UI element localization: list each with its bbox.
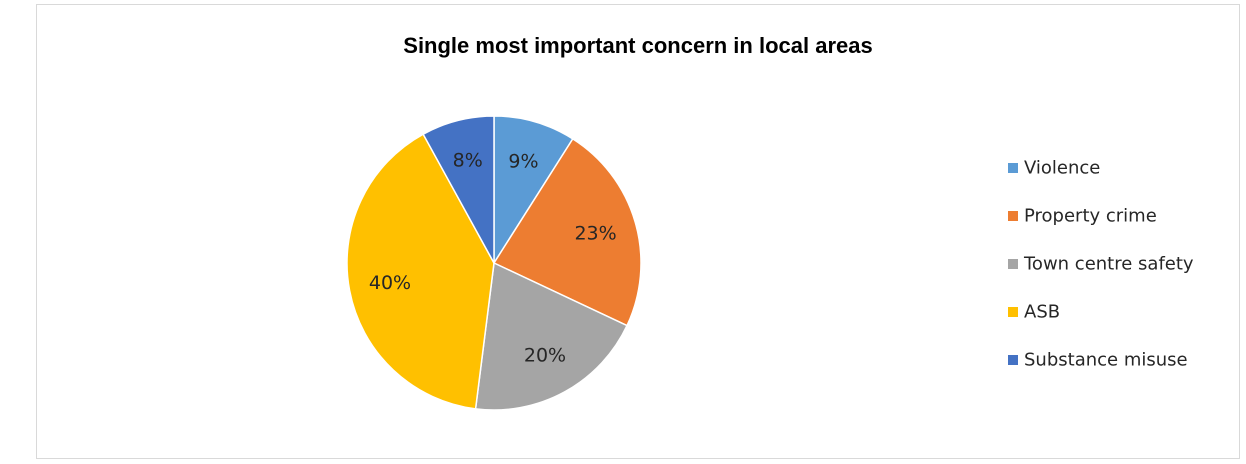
legend-label-property-crime: Property crime	[1024, 206, 1157, 227]
pie-data-labels: 9% 23% 20% 40% 8%	[369, 150, 617, 367]
legend-item-property-crime: Property crime	[1008, 206, 1157, 227]
legend-item-asb: ASB	[1008, 302, 1060, 323]
chart-title: Single most important concern in local a…	[403, 33, 873, 58]
pie-slice-town-centre-safety	[474, 261, 629, 411]
pie-slice-asb	[346, 133, 495, 410]
data-label-property-crime: 23%	[574, 223, 616, 245]
legend-swatch-town-centre-safety	[1008, 259, 1018, 269]
legend-swatch-property-crime	[1008, 211, 1018, 221]
legend-swatch-substance-misuse	[1008, 355, 1018, 365]
data-label-violence: 9%	[508, 150, 538, 172]
data-label-asb: 40%	[369, 272, 411, 294]
legend-label-violence: Violence	[1024, 158, 1100, 179]
legend-item-substance-misuse: Substance misuse	[1008, 350, 1188, 371]
legend-item-violence: Violence	[1008, 158, 1100, 179]
data-label-town-centre-safety: 20%	[524, 345, 566, 367]
data-label-substance-misuse: 8%	[453, 150, 483, 172]
legend: Violence Property crime Town centre safety…	[1008, 158, 1194, 371]
pie-slice-violence	[493, 115, 574, 266]
legend-swatch-asb	[1008, 307, 1018, 317]
legend-label-substance-misuse: Substance misuse	[1024, 350, 1188, 371]
legend-swatch-violence	[1008, 163, 1018, 173]
legend-item-town-centre-safety: Town centre safety	[1008, 254, 1194, 275]
legend-label-town-centre-safety: Town centre safety	[1023, 254, 1194, 275]
legend-label-asb: ASB	[1024, 302, 1060, 323]
pie-slices	[346, 115, 642, 411]
pie-slice-property-crime	[492, 137, 642, 327]
pie-slice-substance-misuse	[422, 115, 495, 264]
